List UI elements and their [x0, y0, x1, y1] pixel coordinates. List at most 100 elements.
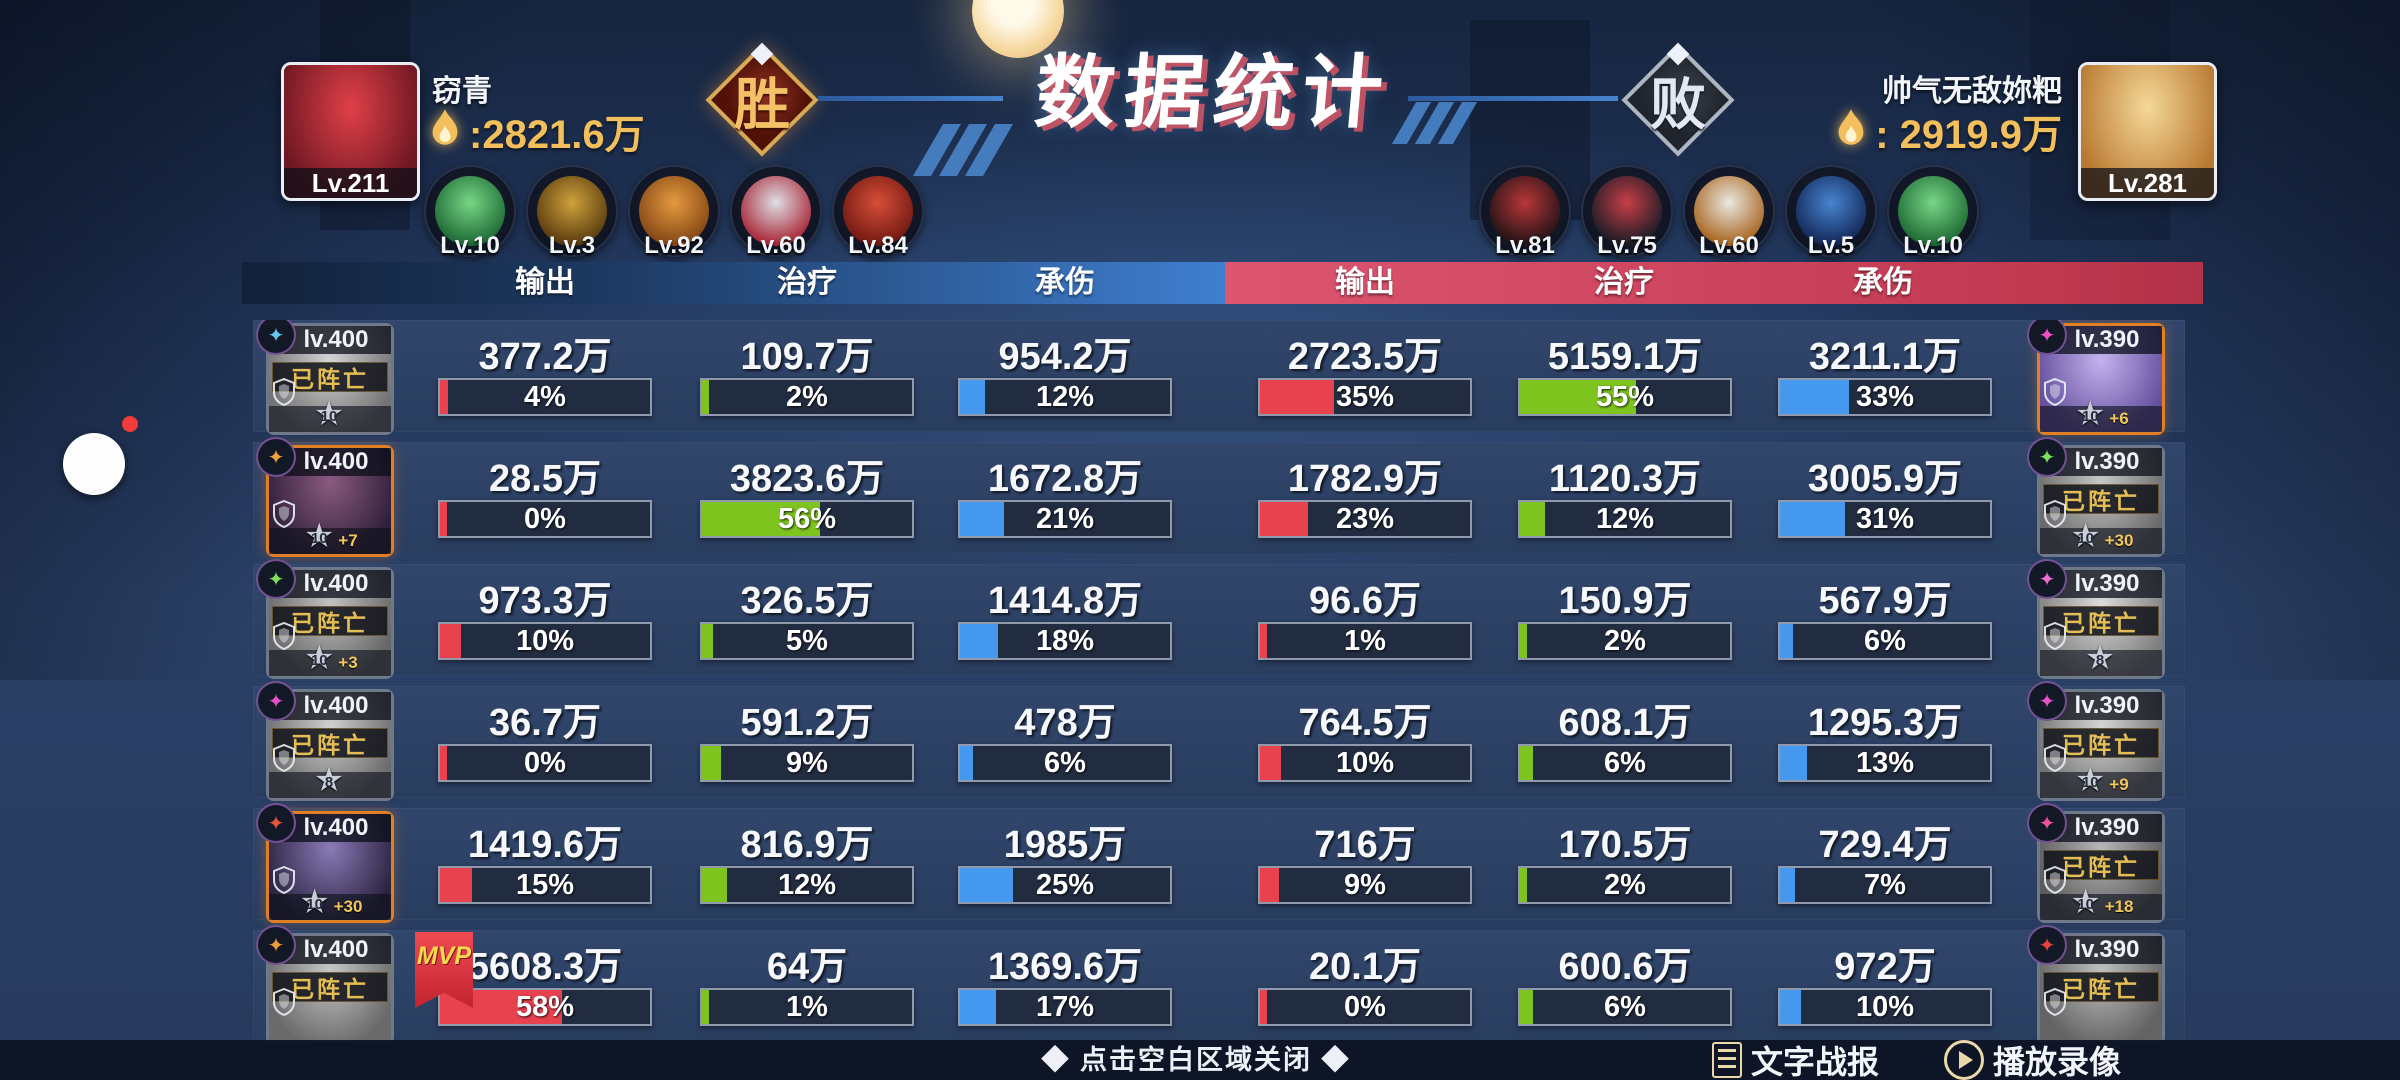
stat-bar-fill	[702, 746, 721, 780]
pet-icon[interactable]: Lv.84	[832, 165, 924, 259]
stat-value: 1414.8万	[987, 580, 1143, 622]
pet-icon[interactable]: Lv.75	[1581, 165, 1673, 259]
unit-avatar[interactable]: lv.400 已阵亡 ✦ ★ 10 +3	[256, 559, 394, 679]
pet-art	[537, 176, 607, 246]
stat-bar-fill	[1780, 380, 1850, 414]
stat-cell: 1369.6万 17%	[958, 930, 1172, 1042]
unit-avatar[interactable]: lv.390 已阵亡 ✦ ★ 10 +18	[2027, 803, 2165, 923]
column-header-healing: 治疗	[777, 266, 837, 299]
pet-level-label: Lv.10	[1903, 232, 1963, 259]
play-record-button[interactable]: 播放录像	[1944, 1040, 2121, 1080]
pet-icon[interactable]: Lv.92	[628, 165, 720, 259]
pet-icon[interactable]: Lv.10	[424, 165, 516, 259]
table-row: lv.400 ✦ ★ 10 +30 lv.390 已阵亡 ✦ ★ 10	[253, 803, 2185, 923]
faction-icon: ✦	[2027, 437, 2067, 477]
star-level: 10	[2081, 773, 2099, 791]
stat-bar: 13%	[1778, 744, 1992, 782]
stat-bar-fill	[1260, 380, 1334, 414]
class-shield-icon	[273, 378, 295, 406]
star-plus: +6	[2109, 409, 2129, 428]
stat-bar: 17%	[958, 988, 1172, 1026]
stat-bar: 21%	[958, 500, 1172, 538]
faction-icon: ✦	[2027, 681, 2067, 721]
unit-avatar[interactable]: lv.390 已阵亡 ✦ ★ 10 +30	[2027, 437, 2165, 557]
class-shield-icon	[2044, 378, 2066, 406]
stat-percent: 10%	[1855, 990, 1915, 1023]
stat-bar: 1%	[1258, 622, 1472, 660]
unit-level-label: lv.400	[269, 814, 391, 842]
close-hint[interactable]: ◆ 点击空白区域关闭 ◆	[1041, 1045, 1351, 1075]
stat-bar-fill	[702, 624, 713, 658]
stat-bar: 12%	[700, 866, 914, 904]
left-player-avatar[interactable]: Lv.211	[281, 62, 420, 201]
unit-avatar[interactable]: lv.400 ✦ ★ 10 +7	[256, 437, 394, 557]
stat-bar-fill	[440, 868, 472, 902]
stat-value: 377.2万	[478, 336, 612, 378]
unit-avatar[interactable]: lv.400 已阵亡 ✦ ★ 10	[256, 320, 394, 435]
stat-value: 109.7万	[740, 336, 874, 378]
unit-avatar[interactable]: lv.390 已阵亡 ✦ ★ 10 +9	[2027, 681, 2165, 801]
text-report-button[interactable]: 文字战报	[1712, 1040, 1879, 1080]
play-record-label: 播放录像	[1993, 1044, 2122, 1080]
dead-label: 已阵亡	[2043, 850, 2159, 880]
stat-bar-fill	[440, 624, 461, 658]
star-icon: ★ 10	[312, 397, 346, 431]
unit-avatar[interactable]: lv.390 已阵亡 ✦	[2027, 925, 2165, 1042]
pet-icon[interactable]: Lv.60	[1683, 165, 1775, 259]
unit-avatar[interactable]: lv.390 已阵亡 ✦ ★ 8	[2027, 559, 2165, 679]
stat-value: 20.1万	[1309, 946, 1421, 988]
unit-avatar[interactable]: lv.400 已阵亡 ✦ ★ 8	[256, 681, 394, 801]
unit-avatar[interactable]: lv.400 已阵亡 ✦ MVP	[256, 925, 473, 1042]
pet-icon[interactable]: Lv.3	[526, 165, 618, 259]
dead-label: 已阵亡	[2043, 606, 2159, 636]
stat-bar: 15%	[438, 866, 652, 904]
stat-bar-fill	[1260, 990, 1267, 1024]
class-shield-icon	[273, 988, 295, 1016]
unit-avatar[interactable]: lv.390 ✦ ★ 10 +6	[2027, 320, 2165, 435]
stat-percent: 10%	[1335, 746, 1395, 779]
left-player-level: Lv.211	[284, 168, 417, 198]
column-header-tanking: 承伤	[1035, 266, 1095, 299]
pet-art	[435, 176, 505, 246]
stat-percent: 15%	[515, 868, 575, 901]
dead-label: 已阵亡	[272, 606, 388, 636]
stat-value: 326.5万	[740, 580, 874, 622]
floating-assist-button[interactable]	[63, 433, 125, 495]
pet-icon[interactable]: Lv.81	[1479, 165, 1571, 259]
pet-icon[interactable]: Lv.60	[730, 165, 822, 259]
star-band: ★ 10 +7	[269, 519, 391, 554]
stat-percent: 18%	[1035, 624, 1095, 657]
stat-value: 1672.8万	[987, 458, 1143, 500]
star-band: ★ 10 +3	[269, 641, 391, 676]
stat-cell: 170.5万 2%	[1518, 808, 1732, 920]
star-glyph: ★	[299, 883, 330, 921]
unit-avatar[interactable]: lv.400 ✦ ★ 10 +30	[256, 803, 394, 923]
stat-cell: 972万 10%	[1778, 930, 1992, 1042]
pet-art	[843, 176, 913, 246]
pet-art	[1796, 176, 1866, 246]
star-band: ★ 8	[2040, 641, 2162, 676]
stat-value: 1369.6万	[987, 946, 1143, 988]
stat-percent: 12%	[1595, 502, 1655, 535]
stat-value: 28.5万	[489, 458, 601, 500]
stat-cell: 764.5万 10%	[1258, 686, 1472, 798]
stat-value: 1120.3万	[1548, 458, 1702, 500]
pet-icon[interactable]: Lv.5	[1785, 165, 1877, 259]
dead-label: 已阵亡	[272, 728, 388, 758]
stat-bar: 9%	[1258, 866, 1472, 904]
stat-cell: 28.5万 0%	[438, 442, 652, 554]
stat-value: 567.9万	[1818, 580, 1952, 622]
stat-bar: 0%	[1258, 988, 1472, 1026]
stat-bar-fill	[960, 746, 973, 780]
stat-bar: 10%	[1778, 988, 1992, 1026]
stat-percent: 2%	[1604, 624, 1646, 657]
stat-percent: 21%	[1035, 502, 1095, 535]
pet-level-label: Lv.92	[644, 232, 704, 259]
right-player-avatar[interactable]: Lv.281	[2078, 62, 2217, 201]
pet-icon[interactable]: Lv.10	[1887, 165, 1979, 259]
faction-icon: ✦	[256, 320, 296, 355]
stat-bar: 7%	[1778, 866, 1992, 904]
column-header-damage: 输出	[515, 266, 575, 299]
stat-value: 972万	[1834, 946, 1936, 988]
